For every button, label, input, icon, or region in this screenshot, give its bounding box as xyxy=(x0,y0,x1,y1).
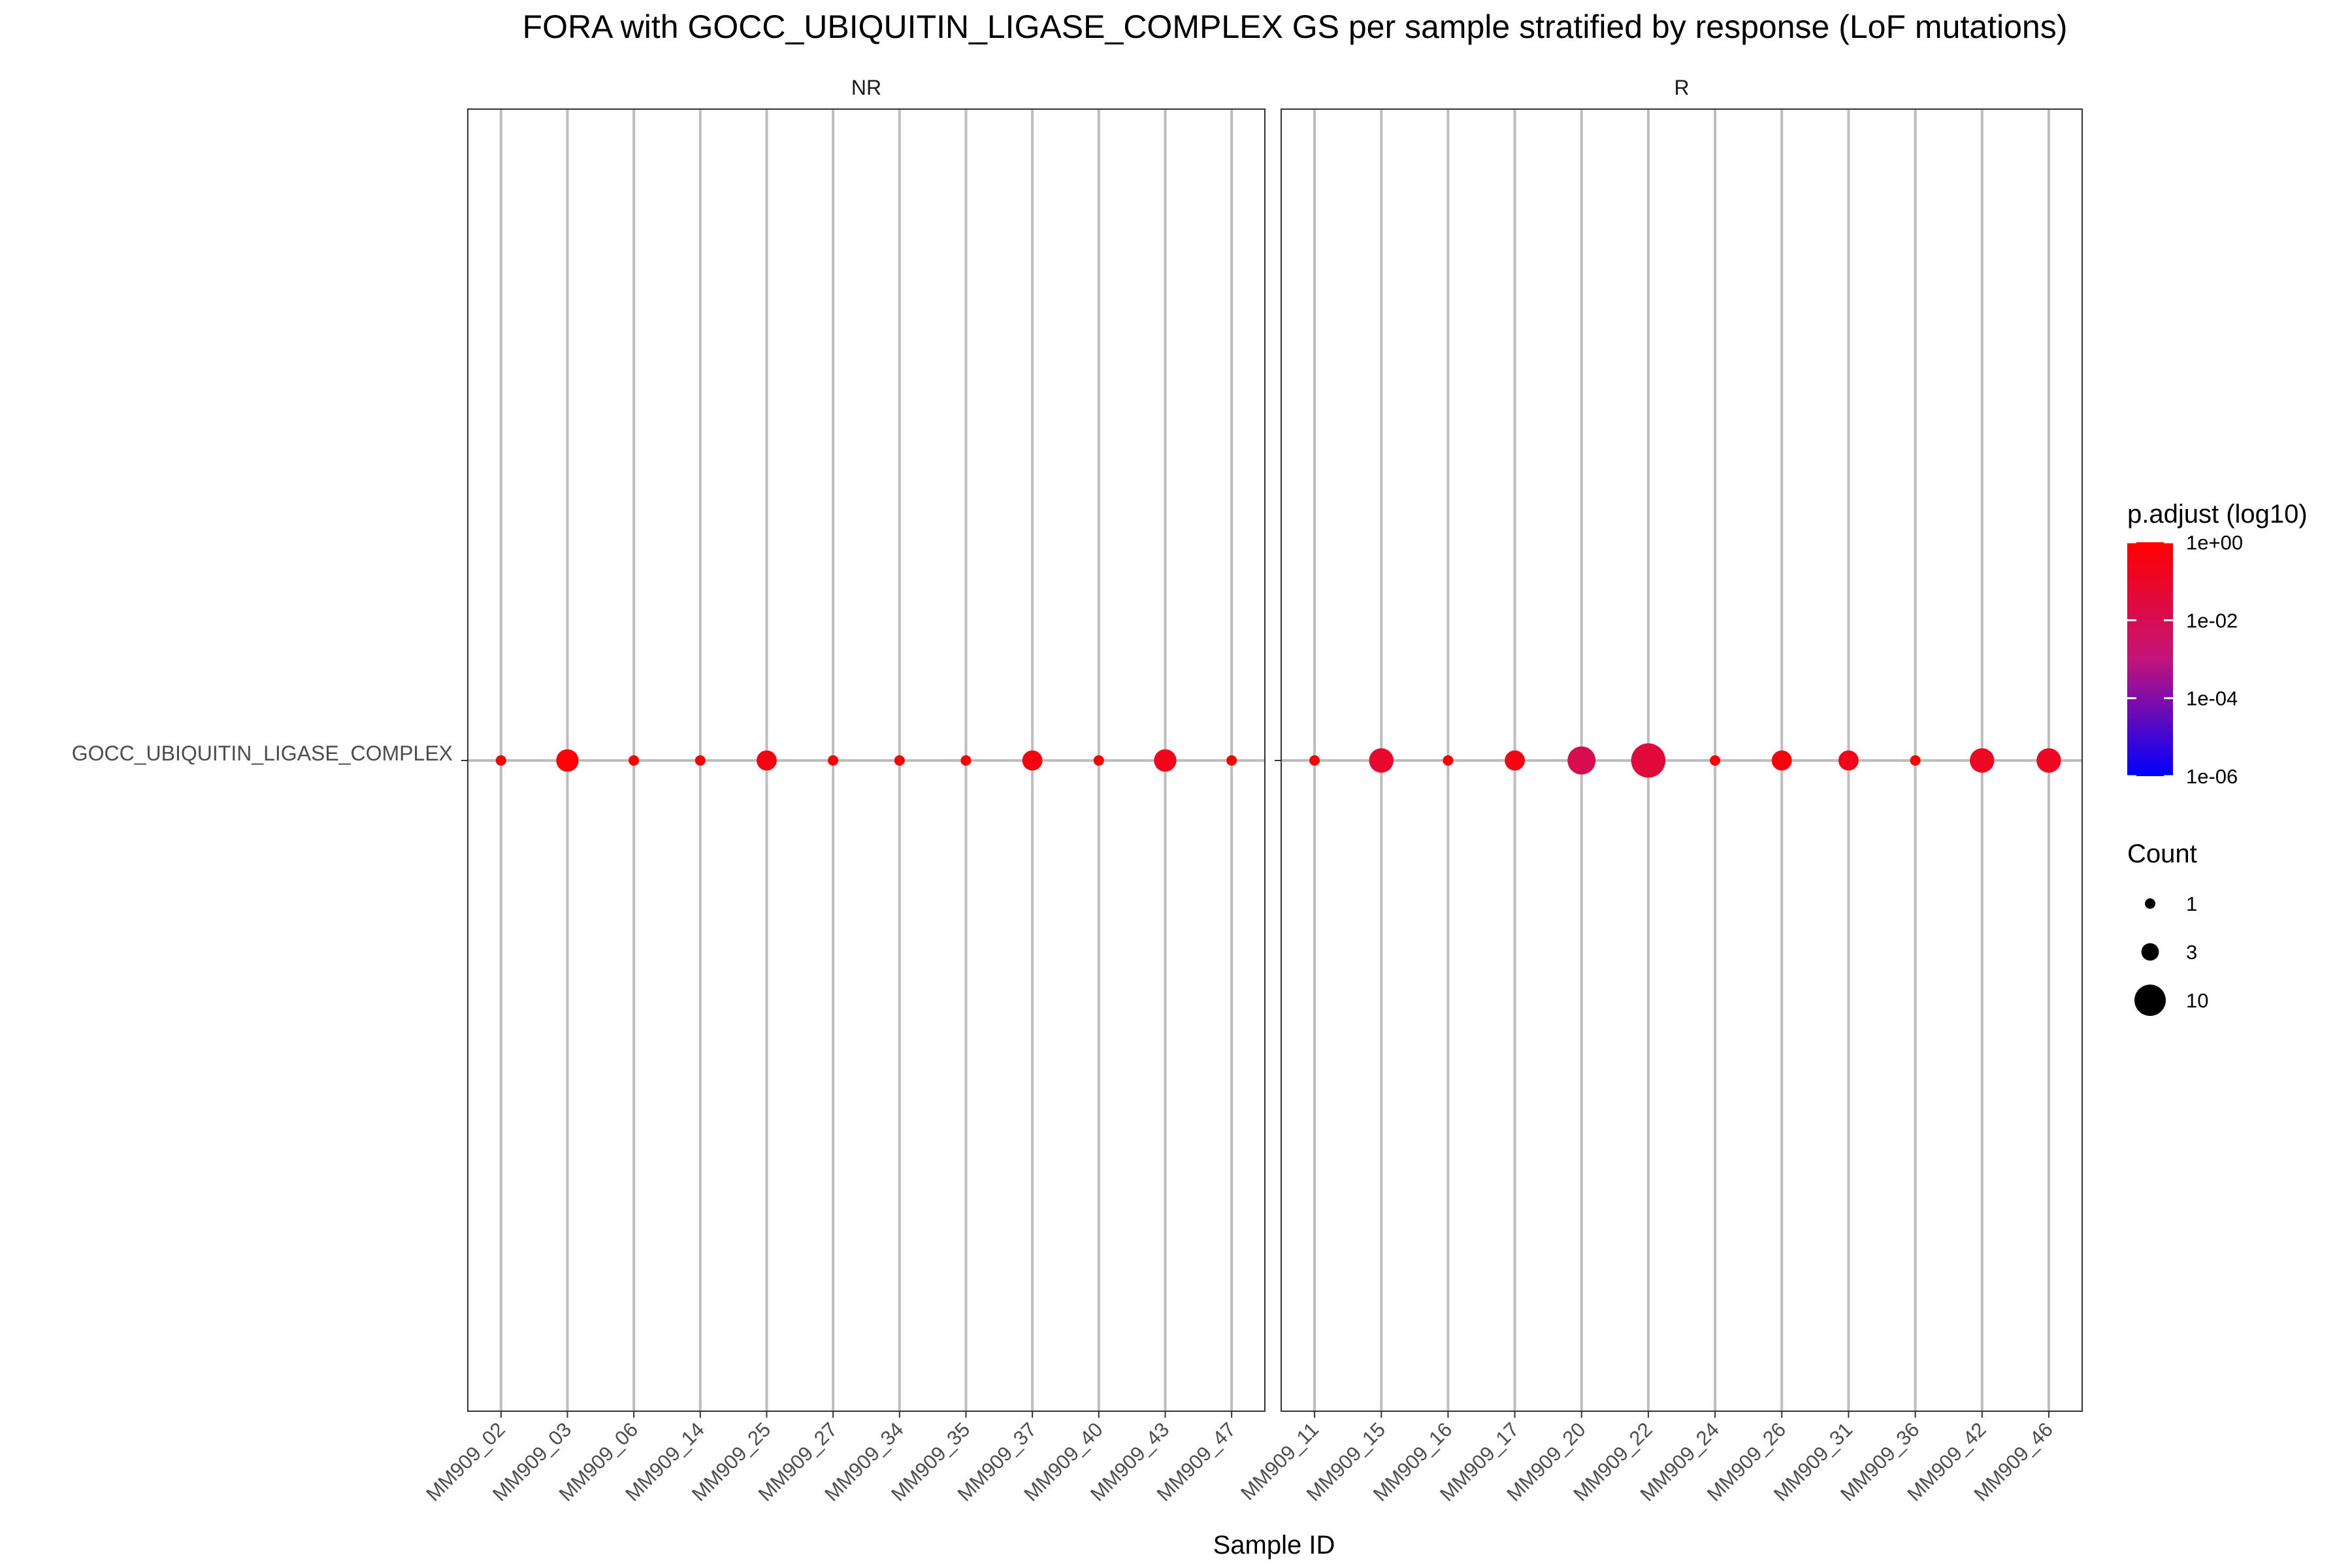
point-MM909_36 xyxy=(1910,755,1921,766)
point-MM909_35 xyxy=(960,755,972,766)
color-tick-label: 1e+00 xyxy=(2186,531,2243,554)
point-MM909_06 xyxy=(629,755,640,766)
panel-border xyxy=(1281,108,2083,1412)
facet-panel-NR: NRMM909_02MM909_03MM909_06MM909_14MM909_… xyxy=(421,76,1266,1506)
point-MM909_47 xyxy=(1226,755,1237,766)
x-axis-title: Sample ID xyxy=(1213,1531,1335,1560)
point-MM909_34 xyxy=(894,755,905,766)
point-MM909_24 xyxy=(1710,755,1721,766)
facet-strip-label: R xyxy=(1674,76,1689,99)
color-tick-label: 1e-02 xyxy=(2186,609,2238,632)
panel-border xyxy=(467,108,1266,1412)
color-tick-label: 1e-04 xyxy=(2186,687,2238,710)
point-MM909_46 xyxy=(2036,748,2061,773)
size-legend-label: 1 xyxy=(2186,892,2197,915)
size-legend-key xyxy=(2134,984,2166,1017)
point-MM909_42 xyxy=(1970,748,1995,773)
point-MM909_22 xyxy=(1631,743,1666,778)
point-MM909_02 xyxy=(495,755,506,766)
size-legend-label: 3 xyxy=(2186,941,2197,964)
point-MM909_17 xyxy=(1505,750,1525,771)
legend: p.adjust (log10) 1e+00 1e-02 1e-04 1e-06 Co… xyxy=(2127,500,2308,1017)
size-legend-entries: 1 3 10 xyxy=(2134,892,2208,1017)
size-legend-key xyxy=(2141,943,2159,961)
point-MM909_43 xyxy=(1154,749,1177,772)
size-legend-label: 10 xyxy=(2186,989,2208,1012)
point-MM909_15 xyxy=(1369,748,1394,773)
facet-panels: NRMM909_02MM909_03MM909_06MM909_14MM909_… xyxy=(421,76,2083,1506)
point-MM909_31 xyxy=(1838,750,1859,771)
point-MM909_25 xyxy=(757,750,777,771)
point-MM909_37 xyxy=(1022,750,1043,771)
color-tick-label: 1e-06 xyxy=(2186,765,2238,788)
point-MM909_16 xyxy=(1443,755,1454,766)
chart-title: FORA with GOCC_UBIQUITIN_LIGASE_COMPLEX … xyxy=(523,8,2068,45)
point-MM909_26 xyxy=(1771,750,1792,771)
color-legend-ticks: 1e+00 1e-02 1e-04 1e-06 xyxy=(2127,531,2243,788)
point-MM909_40 xyxy=(1093,755,1104,766)
size-legend-key xyxy=(2145,898,2155,909)
point-MM909_27 xyxy=(828,755,839,766)
size-legend-title: Count xyxy=(2127,840,2197,868)
point-MM909_03 xyxy=(556,749,579,772)
facet-strip-label: NR xyxy=(851,76,881,99)
y-tick-label: GOCC_UBIQUITIN_LIGASE_COMPLEX xyxy=(72,742,453,765)
point-MM909_11 xyxy=(1309,755,1320,766)
point-MM909_14 xyxy=(694,755,706,766)
color-legend-title: p.adjust (log10) xyxy=(2127,500,2308,529)
point-MM909_20 xyxy=(1567,746,1596,775)
facet-panel-R: RMM909_11MM909_15MM909_16MM909_17MM909_2… xyxy=(1236,76,2083,1506)
color-bar xyxy=(2127,542,2173,776)
